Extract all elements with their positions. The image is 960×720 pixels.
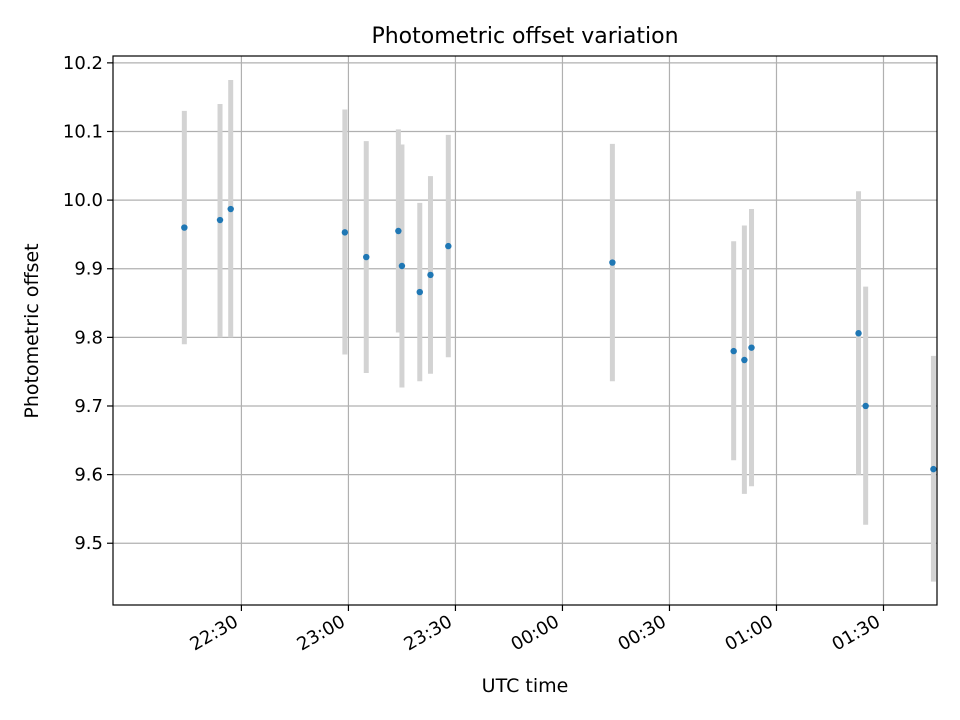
plot-frame — [112, 55, 938, 606]
data-point — [741, 356, 748, 364]
y-tick-label: 10.1 — [63, 121, 103, 142]
y-tick-label: 10.2 — [63, 53, 103, 74]
y-axis-label: Photometric offset — [21, 243, 43, 418]
y-tick-label: 9.8 — [74, 327, 103, 348]
y-axis-ticks: 9.5 9.6 9.7 9.8 9.9 10.0 10.1 10.2 — [63, 53, 113, 554]
y-tick-label: 9.6 — [74, 465, 103, 486]
y-tick-label: 9.9 — [74, 259, 103, 280]
data-point — [930, 465, 937, 473]
data-point — [862, 402, 869, 410]
data-point — [855, 330, 862, 337]
data-point — [609, 259, 616, 266]
x-axis-label: UTC time — [482, 675, 569, 697]
data-point — [748, 344, 755, 351]
data-points — [181, 205, 937, 473]
grid-lines — [113, 56, 937, 605]
y-tick-label: 9.5 — [74, 533, 103, 554]
y-tick-label: 9.7 — [74, 396, 103, 417]
data-point — [216, 216, 224, 224]
data-point — [416, 288, 423, 296]
chart-title: Photometric offset variation — [371, 24, 678, 49]
data-point — [363, 253, 370, 261]
data-point — [341, 229, 349, 236]
data-point — [445, 242, 452, 250]
y-tick-label: 10.0 — [63, 190, 103, 211]
data-point — [227, 205, 234, 213]
data-point — [181, 224, 188, 231]
data-point — [730, 347, 737, 355]
data-point — [398, 262, 406, 270]
data-point — [395, 227, 402, 235]
data-point — [427, 271, 434, 279]
